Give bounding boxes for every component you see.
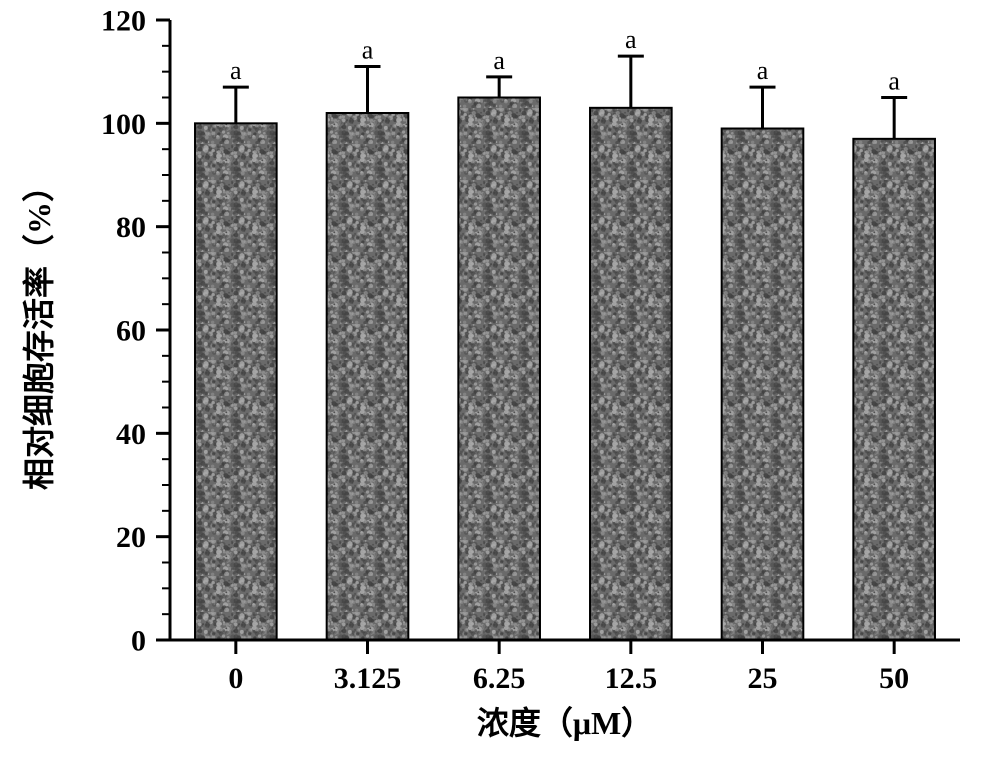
y-tick-label: 20 (116, 521, 146, 554)
bar (458, 98, 540, 641)
bar (853, 139, 935, 640)
bar-chart: a 0 a 3.125 a 6.25 a 12.5 a 25 a 50 0 20 40 60 80 100 120 相… (0, 0, 1000, 770)
x-tick-label: 0 (228, 662, 243, 695)
x-tick-label: 3.125 (334, 662, 402, 695)
bar (195, 123, 277, 640)
bar-annotation: a (757, 56, 769, 85)
x-tick-label: 12.5 (605, 662, 658, 695)
y-tick-label: 0 (131, 625, 146, 658)
y-tick-label: 40 (116, 418, 146, 451)
x-axis-title-text: 浓度（μM） (477, 705, 653, 741)
y-tick-label: 60 (116, 315, 146, 348)
x-tick-label: 50 (879, 662, 909, 695)
bar (722, 129, 804, 641)
bar-annotation: a (493, 46, 505, 75)
x-tick-label: 25 (748, 662, 778, 695)
bar-annotation: a (230, 56, 242, 85)
bar (327, 113, 409, 640)
y-tick-label: 120 (101, 5, 146, 38)
y-tick-label: 100 (101, 108, 146, 141)
y-axis-title-text: 相对细胞存活率（%） (21, 170, 57, 490)
bar-annotation: a (888, 67, 900, 96)
y-tick-label: 80 (116, 211, 146, 244)
chart-container: a 0 a 3.125 a 6.25 a 12.5 a 25 a 50 0 20 40 60 80 100 120 相… (0, 0, 1000, 770)
bar-annotation: a (625, 25, 637, 54)
bar-annotation: a (362, 36, 374, 65)
bar (590, 108, 672, 640)
x-tick-label: 6.25 (473, 662, 526, 695)
